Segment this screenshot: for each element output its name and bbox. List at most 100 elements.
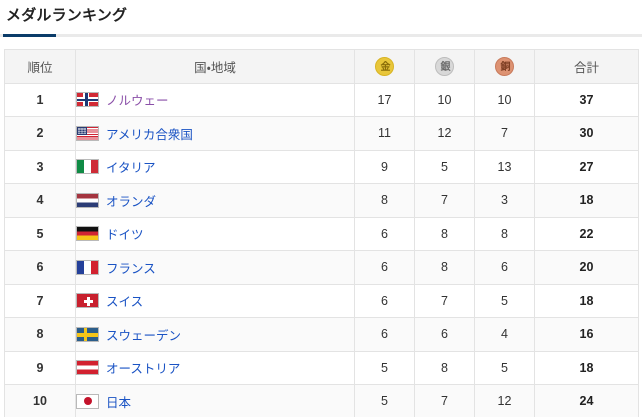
- silver-count-cell: 7: [414, 183, 475, 218]
- total-count-cell: 27: [534, 149, 639, 184]
- table-header: 順位 国・地域 金 銀 銅: [4, 49, 639, 84]
- table-row: 8 スウェーデン 6 6 4 16: [4, 317, 639, 352]
- rank-cell: 8: [4, 317, 76, 352]
- gold-count-cell: 6: [354, 250, 415, 285]
- gold-count-cell: 5: [354, 384, 415, 417]
- bronze-count-cell: 8: [474, 216, 535, 251]
- column-header-total: 合計: [534, 49, 639, 84]
- country-cell[interactable]: アメリカ合衆国: [75, 116, 355, 151]
- sweden-flag-icon: [76, 326, 99, 342]
- silver-count-cell: 8: [414, 250, 475, 285]
- bronze-medal-label: 銅: [500, 61, 511, 73]
- norway-flag-icon: [76, 92, 99, 108]
- column-header-gold: 金: [354, 49, 415, 84]
- usa-flag-icon: [76, 125, 99, 141]
- bronze-count-cell: 12: [474, 384, 535, 417]
- country-link[interactable]: オーストリア: [106, 362, 181, 377]
- rank-cell: 3: [4, 149, 76, 184]
- silver-count-cell: 12: [414, 116, 475, 151]
- gold-count-cell: 6: [354, 317, 415, 352]
- rank-cell: 6: [4, 250, 76, 285]
- bronze-medal-icon: 銅: [495, 56, 514, 76]
- column-header-bronze: 銅: [474, 49, 535, 84]
- country-cell[interactable]: オランダ: [75, 183, 355, 218]
- bronze-count-cell: 3: [474, 183, 535, 218]
- table-row: 1 ノルウェー 17 10 10 37: [4, 82, 639, 117]
- total-count-cell: 37: [534, 82, 639, 117]
- rank-cell: 4: [4, 183, 76, 218]
- country-link[interactable]: スイス: [106, 295, 144, 310]
- total-count-cell: 18: [534, 283, 639, 318]
- country-cell[interactable]: スウェーデン: [75, 317, 355, 352]
- table-row: 2 アメリカ合衆国 11 12 7 30: [4, 116, 639, 151]
- country-link[interactable]: イタリア: [106, 161, 156, 176]
- column-header-silver: 銀: [414, 49, 475, 84]
- silver-count-cell: 10: [414, 82, 475, 117]
- medal-table-container: 順位 国・地域 金 銀 銅: [0, 49, 642, 417]
- silver-count-cell: 8: [414, 350, 475, 385]
- silver-medal-icon: 銀: [435, 56, 454, 76]
- japan-flag-icon: [76, 393, 99, 409]
- italy-flag-icon: [76, 159, 99, 175]
- medal-ranking-table: 順位 国・地域 金 銀 銅: [4, 49, 639, 417]
- table-row: 7 スイス 6 7 5 18: [4, 283, 639, 318]
- gold-count-cell: 6: [354, 216, 415, 251]
- table-row: 3 イタリア 9 5 13 27: [4, 149, 639, 184]
- country-cell[interactable]: ドイツ: [75, 216, 355, 251]
- table-row: 10 日本 5 7 12 24: [4, 384, 639, 417]
- gold-count-cell: 9: [354, 149, 415, 184]
- rank-cell: 2: [4, 116, 76, 151]
- switzerland-flag-icon: [76, 293, 99, 309]
- column-header-rank: 順位: [4, 49, 76, 84]
- table-row: 9 オーストリア 5 8 5 18: [4, 350, 639, 385]
- silver-medal-label: 銀: [440, 61, 451, 73]
- bronze-count-cell: 5: [474, 350, 535, 385]
- france-flag-icon: [76, 259, 99, 275]
- table-row: 5 ドイツ 6 8 8 22: [4, 216, 639, 251]
- total-count-cell: 16: [534, 317, 639, 352]
- country-cell[interactable]: スイス: [75, 283, 355, 318]
- table-row: 6 フランス 6 8 6 20: [4, 250, 639, 285]
- country-cell[interactable]: フランス: [75, 250, 355, 285]
- bronze-count-cell: 13: [474, 149, 535, 184]
- total-count-cell: 20: [534, 250, 639, 285]
- country-link[interactable]: ノルウェー: [106, 94, 169, 109]
- gold-count-cell: 6: [354, 283, 415, 318]
- title-block: メダルランキング: [0, 0, 642, 26]
- country-link[interactable]: アメリカ合衆国: [106, 127, 193, 142]
- bronze-count-cell: 7: [474, 116, 535, 151]
- bronze-count-cell: 4: [474, 317, 535, 352]
- table-body: 1 ノルウェー 17 10 10 37 2 アメリカ合衆国 11 12 7 30 3 イタリア 9 5 13 27…: [4, 82, 639, 417]
- country-link[interactable]: スウェーデン: [106, 328, 182, 343]
- rank-cell: 7: [4, 283, 76, 318]
- bronze-count-cell: 10: [474, 82, 535, 117]
- gold-count-cell: 8: [354, 183, 415, 218]
- country-link[interactable]: オランダ: [106, 194, 157, 209]
- country-cell[interactable]: イタリア: [75, 149, 355, 184]
- title-accent-bar: [3, 34, 56, 37]
- title-underline-rule: [0, 34, 642, 37]
- country-cell[interactable]: 日本: [75, 384, 355, 417]
- silver-count-cell: 8: [414, 216, 475, 251]
- gold-count-cell: 17: [354, 82, 415, 117]
- country-link[interactable]: フランス: [106, 261, 156, 276]
- rank-cell: 1: [4, 82, 76, 117]
- rank-cell: 10: [4, 384, 76, 417]
- total-count-cell: 18: [534, 350, 639, 385]
- total-count-cell: 18: [534, 183, 639, 218]
- total-count-cell: 22: [534, 216, 639, 251]
- total-count-cell: 30: [534, 116, 639, 151]
- netherlands-flag-icon: [76, 192, 99, 208]
- gold-count-cell: 5: [354, 350, 415, 385]
- table-row: 4 オランダ 8 7 3 18: [4, 183, 639, 218]
- country-link[interactable]: 日本: [106, 395, 132, 410]
- country-cell[interactable]: ノルウェー: [75, 82, 355, 117]
- rank-cell: 5: [4, 216, 76, 251]
- gold-count-cell: 11: [354, 116, 415, 151]
- page-title: メダルランキング: [6, 7, 128, 24]
- country-link[interactable]: ドイツ: [106, 228, 144, 243]
- silver-count-cell: 7: [414, 283, 475, 318]
- gold-medal-label: 金: [380, 61, 391, 73]
- country-cell[interactable]: オーストリア: [75, 350, 355, 385]
